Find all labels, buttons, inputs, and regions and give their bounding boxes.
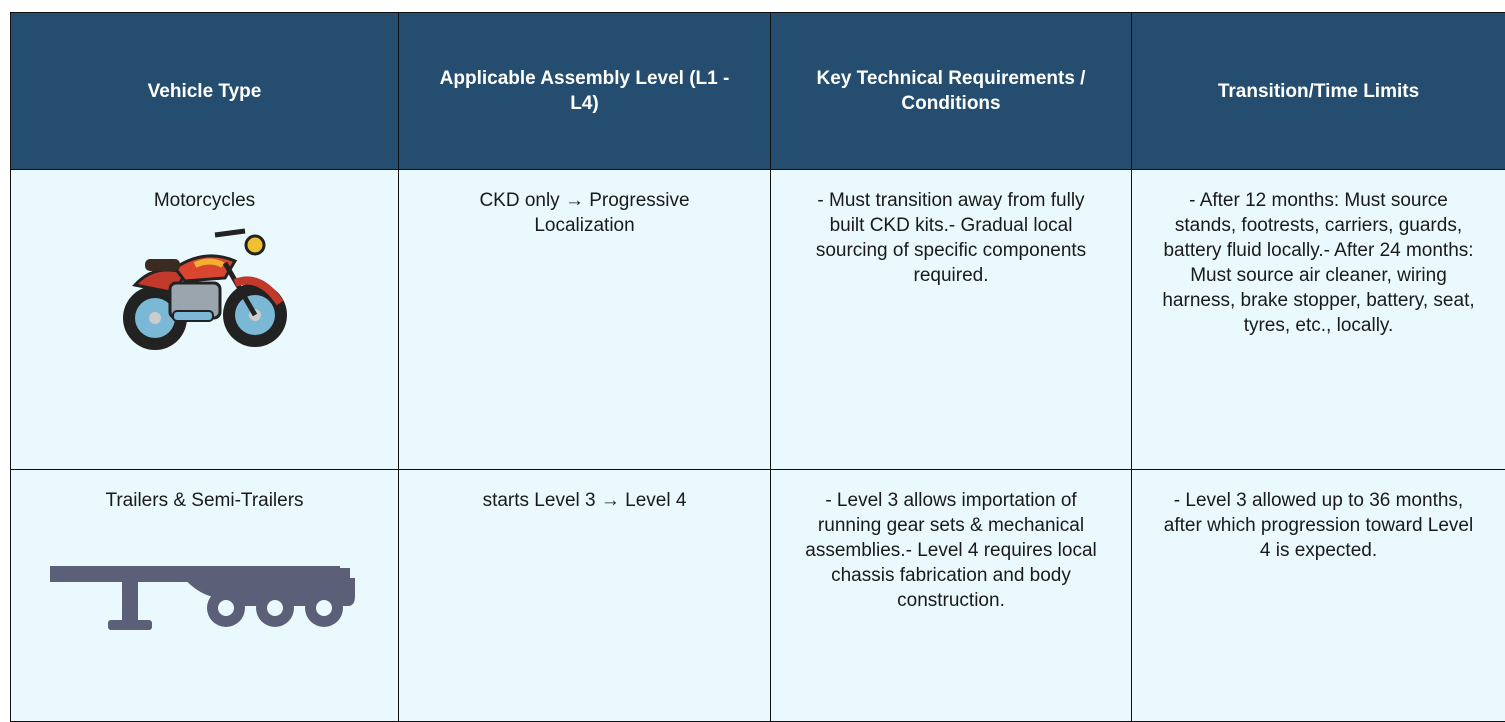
table-row: Trailers & Semi-Trailers starts Level 3 … [11, 470, 1505, 722]
cell: Trailers & Semi-Trailers [11, 470, 399, 722]
header-cell: Applicable Assembly Level (L1 - L4) [399, 13, 771, 170]
cell-text: Trailers & Semi-Trailers [41, 488, 368, 513]
cell: Motorcycles [11, 170, 399, 470]
cell: - Must transition away from fully built … [771, 170, 1132, 470]
cell: - Level 3 allowed up to 36 months, after… [1132, 470, 1505, 722]
header-row: Vehicle Type Applicable Assembly Level (… [11, 13, 1505, 170]
cell-text: Motorcycles [41, 188, 368, 213]
cell: - Level 3 allows importation of running … [771, 470, 1132, 722]
cell: starts Level 3 → Level 4 [399, 470, 771, 722]
trailer-icon [50, 548, 360, 638]
cell: - After 12 months: Must source stands, f… [1132, 170, 1505, 470]
motorcycle-icon [115, 223, 295, 358]
header-cell: Key Technical Requirements / Conditions [771, 13, 1132, 170]
cell: CKD only → Progressive Localization [399, 170, 771, 470]
vehicle-table: Vehicle Type Applicable Assembly Level (… [10, 12, 1505, 722]
table-row: Motorcycles CKD only → Progressive Local… [11, 170, 1505, 470]
header-cell: Transition/Time Limits [1132, 13, 1505, 170]
header-cell: Vehicle Type [11, 13, 399, 170]
